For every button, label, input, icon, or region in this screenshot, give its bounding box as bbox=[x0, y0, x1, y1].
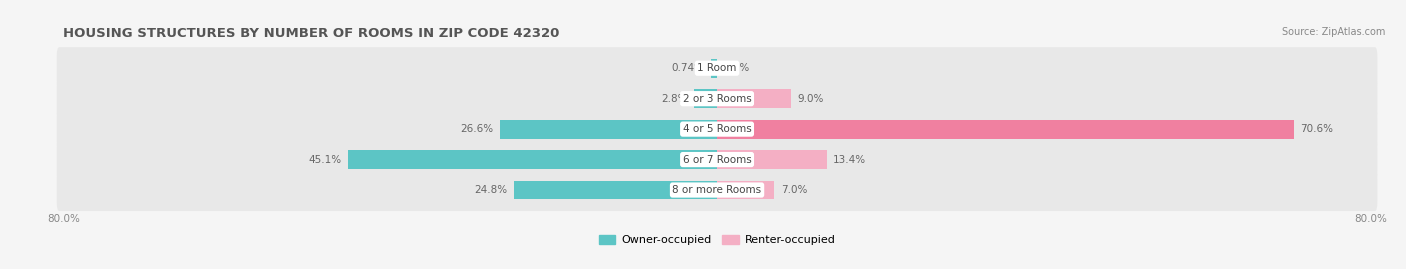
Bar bbox=[717, 120, 1294, 139]
Text: 0.0%: 0.0% bbox=[724, 63, 749, 73]
Text: 2 or 3 Rooms: 2 or 3 Rooms bbox=[683, 94, 751, 104]
Text: 24.8%: 24.8% bbox=[475, 185, 508, 195]
Bar bbox=[717, 89, 790, 108]
Text: 6 or 7 Rooms: 6 or 7 Rooms bbox=[683, 155, 751, 165]
Text: 1 Room: 1 Room bbox=[697, 63, 737, 73]
Text: HOUSING STRUCTURES BY NUMBER OF ROOMS IN ZIP CODE 42320: HOUSING STRUCTURES BY NUMBER OF ROOMS IN… bbox=[63, 27, 560, 40]
Bar bbox=[499, 120, 717, 139]
Bar bbox=[717, 150, 827, 169]
Bar bbox=[717, 180, 775, 200]
Bar bbox=[695, 89, 717, 108]
FancyBboxPatch shape bbox=[56, 78, 1378, 120]
Bar bbox=[515, 180, 717, 200]
Text: 9.0%: 9.0% bbox=[797, 94, 824, 104]
FancyBboxPatch shape bbox=[56, 169, 1378, 211]
Text: 8 or more Rooms: 8 or more Rooms bbox=[672, 185, 762, 195]
Text: 13.4%: 13.4% bbox=[834, 155, 866, 165]
Legend: Owner-occupied, Renter-occupied: Owner-occupied, Renter-occupied bbox=[599, 235, 835, 245]
Text: 70.6%: 70.6% bbox=[1301, 124, 1333, 134]
Text: 26.6%: 26.6% bbox=[460, 124, 494, 134]
Text: 2.8%: 2.8% bbox=[661, 94, 688, 104]
Text: 7.0%: 7.0% bbox=[780, 185, 807, 195]
FancyBboxPatch shape bbox=[56, 47, 1378, 89]
FancyBboxPatch shape bbox=[56, 139, 1378, 180]
Text: 4 or 5 Rooms: 4 or 5 Rooms bbox=[683, 124, 751, 134]
FancyBboxPatch shape bbox=[56, 108, 1378, 150]
Bar bbox=[349, 150, 717, 169]
Text: Source: ZipAtlas.com: Source: ZipAtlas.com bbox=[1281, 27, 1385, 37]
Text: 45.1%: 45.1% bbox=[309, 155, 342, 165]
Text: 0.74%: 0.74% bbox=[672, 63, 704, 73]
Bar bbox=[711, 59, 717, 78]
